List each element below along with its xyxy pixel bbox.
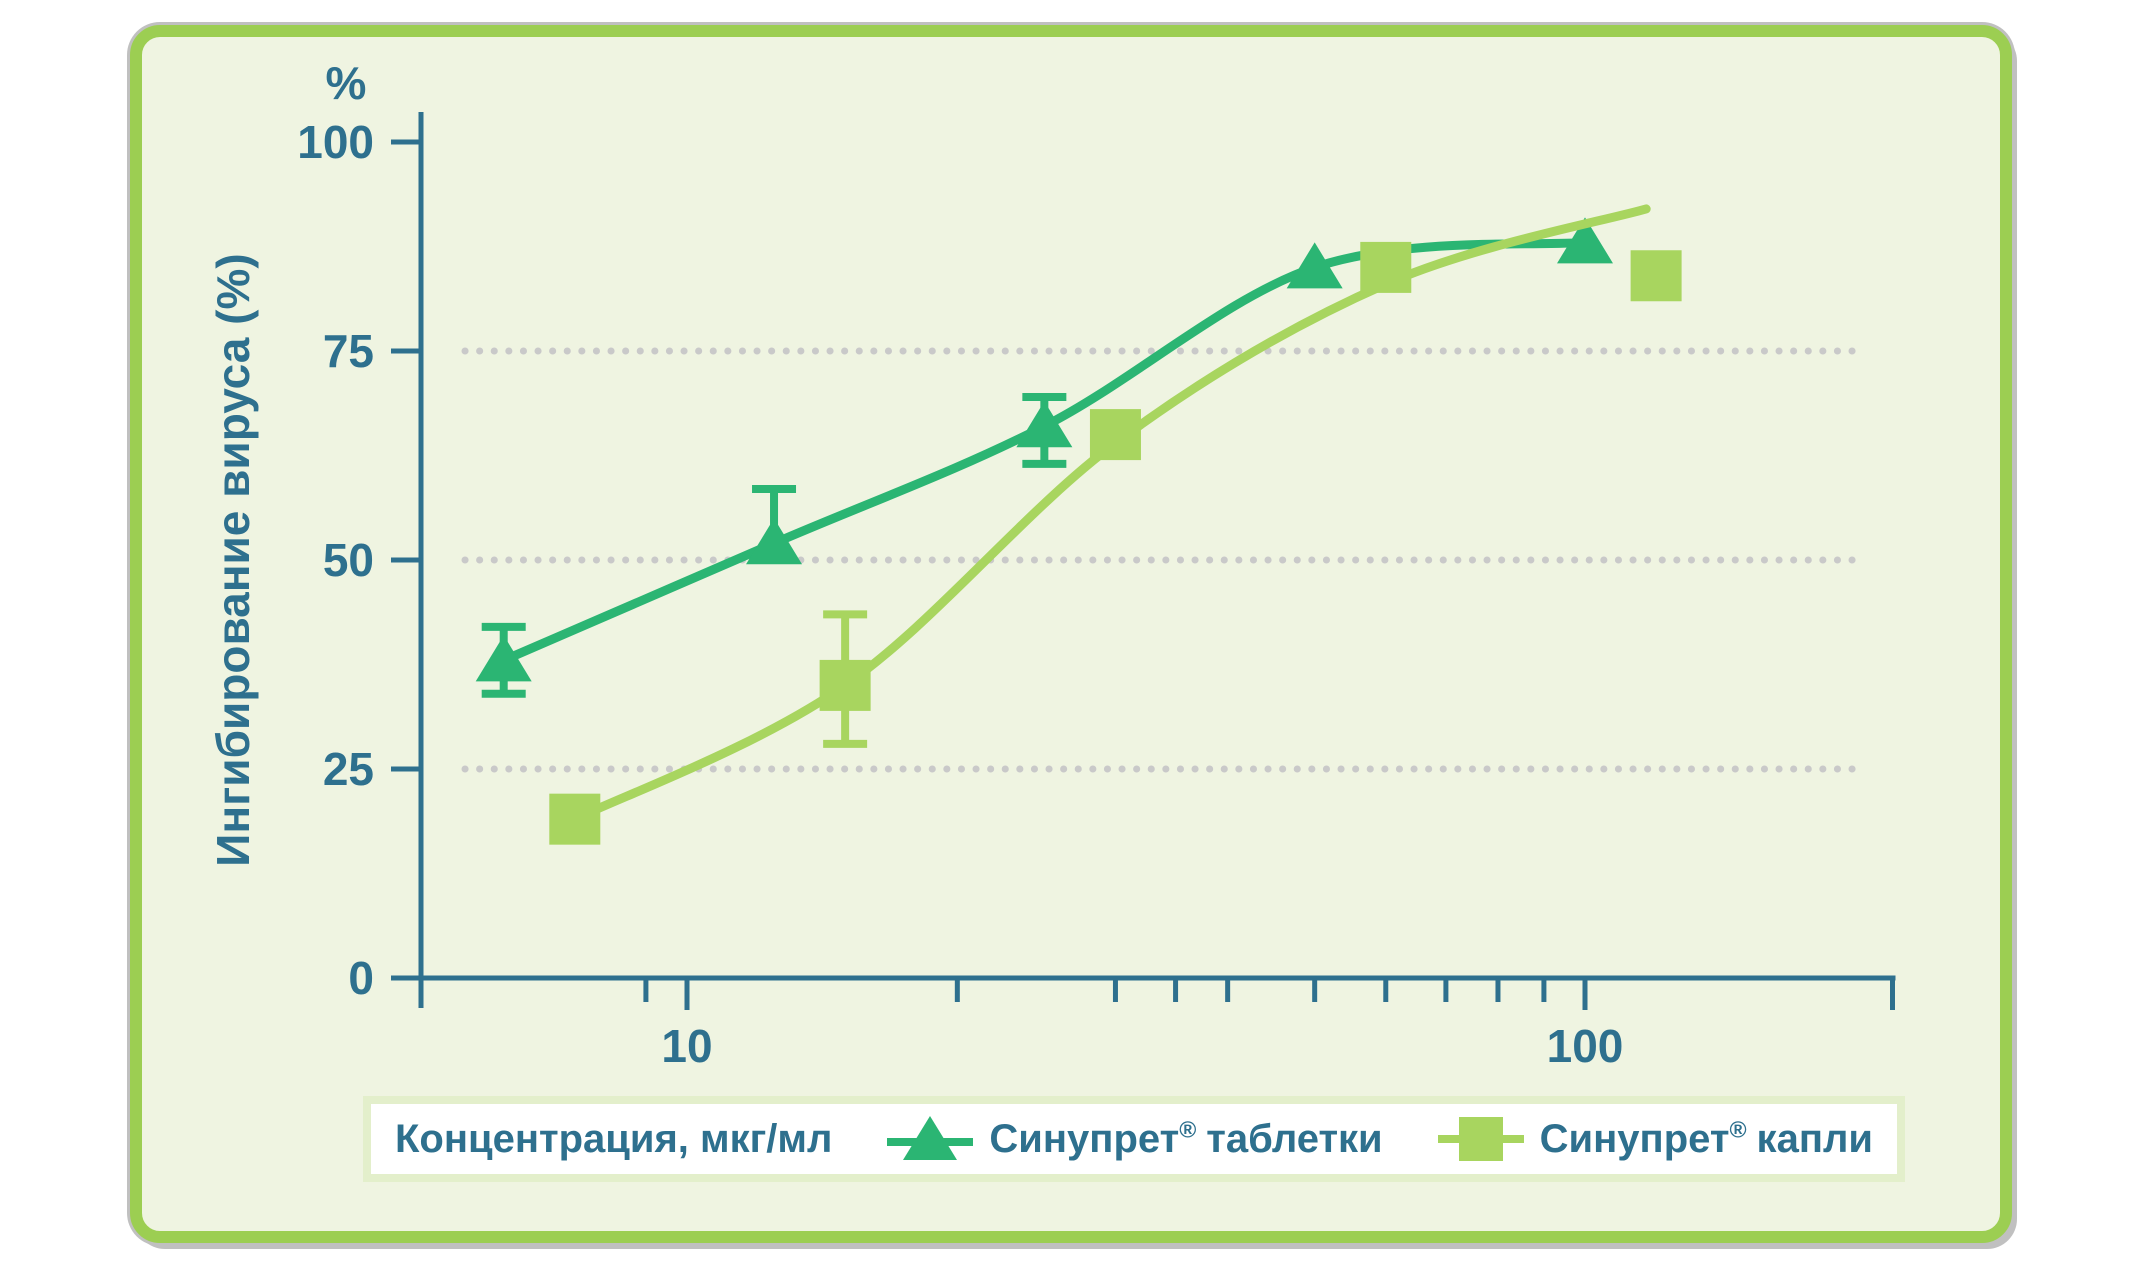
gridlines (461, 347, 1869, 773)
chart-card (130, 25, 2012, 1243)
data-point-marker (1630, 250, 1682, 302)
y-axis-unit-label: % (325, 57, 367, 109)
trend-curve (570, 204, 1651, 824)
legend-item-tablets: Синупрет® таблетки (887, 1110, 1383, 1168)
data-point-marker (549, 793, 601, 845)
axes: 0 25 50 75 100 10 100 (297, 112, 1896, 1072)
y-tick-label-50: 50 (323, 534, 374, 586)
data-point-marker (746, 518, 803, 565)
legend-item-drops: Синупрет® капли (1437, 1110, 1873, 1168)
data-point-marker (1360, 241, 1412, 293)
x-axis-title: Концентрация, мкг/мл (395, 1116, 833, 1161)
data-point-marker (1089, 409, 1141, 461)
y-tick-label-75: 75 (323, 325, 374, 377)
drops-square-marker-icon (1437, 1117, 1524, 1161)
series-tablets (475, 217, 1613, 698)
x-tick-label-10: 10 (661, 1020, 712, 1072)
data-point-marker (475, 635, 532, 682)
tablets-triangle-marker-icon (887, 1116, 974, 1160)
y-tick-label-0: 0 (348, 952, 374, 1004)
data-point-marker (1557, 217, 1613, 264)
y-axis-title: Ингибирование вируса (%) (207, 253, 259, 867)
legend-label-tablets: Синупрет® таблетки (989, 1116, 1383, 1161)
data-point-marker (1016, 401, 1073, 448)
y-tick-label-25: 25 (323, 743, 374, 795)
data-point-marker (1286, 242, 1343, 289)
x-tick-label-100: 100 (1547, 1020, 1624, 1072)
legend-bar: Концентрация, мкг/мл Синупрет® таблетки С… (363, 1096, 1905, 1182)
data-point-marker (819, 659, 871, 711)
y-tick-label-100: 100 (297, 116, 374, 168)
legend-label-drops: Синупрет® капли (1539, 1116, 1873, 1161)
series-drops (549, 204, 1682, 845)
